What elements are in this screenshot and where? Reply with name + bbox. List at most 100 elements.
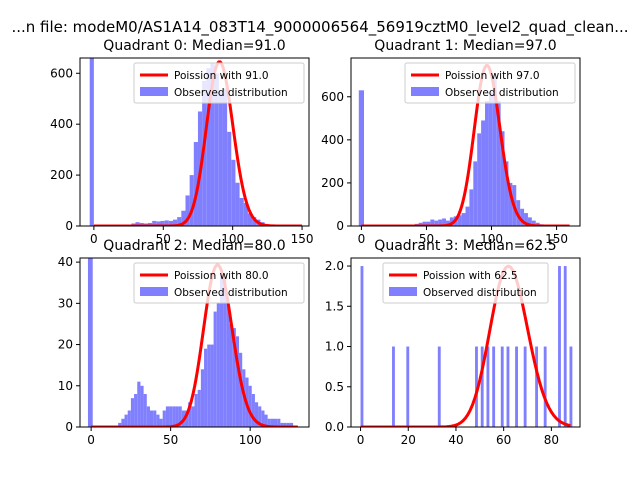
quadrant-3-hist-bar [535,346,539,427]
quadrant-1-hist-bar [422,221,427,226]
quadrant-1-y-tick-label: 400 [321,133,344,147]
quadrant-2-hist-bar [118,422,122,427]
quadrant-2-hist-bar [156,414,160,427]
quadrant-3-legend-curve-label: Poission with 62.5 [423,270,518,282]
quadrant-1-hist-bar [465,206,470,226]
quadrant-2-hist-bar [149,410,154,427]
quadrant-0-hist-bar [185,195,190,226]
quadrant-2-hist-bar [286,422,290,427]
quadrant-3-legend-hist-label: Observed distribution [423,287,537,299]
quadrant-3-hist-bar [492,346,496,427]
quadrant-1-hist-bar [426,221,431,226]
quadrant-2-legend: Poission with 80.0 Observed distribution [133,262,305,304]
quadrant-0-y-tick-label: 600 [50,66,73,80]
quadrant-2-hist-bar [127,410,131,427]
quadrant-2-y-tick-label: 10 [58,379,73,393]
quadrant-0-hist-bar [164,220,169,226]
quadrant-3-title: Quadrant 3: Median=62.5 [374,238,556,254]
quadrant-0-hist-bar [231,159,236,226]
quadrant-3-hist-bar [500,346,504,427]
quadrant-3-hist-bar [406,346,410,427]
quadrant-1-hist-bar [524,213,528,226]
quadrant-0-x-tick-label: 150 [291,232,314,246]
quadrant-2-hist-bar [87,258,93,427]
quadrant-2-hist-bar [229,323,233,427]
quadrant-1-legend-box [404,62,576,104]
quadrant-2-x-tick-label: 0 [87,433,95,447]
quadrant-3-hist-bar [360,266,364,427]
quadrant-3-hist-bar [543,346,547,427]
quadrant-2-hist-bar [280,422,284,427]
quadrant-1-hist-bar [434,220,439,226]
quadrant-2-hist-bar [210,344,214,427]
quadrant-2-hist-bar [146,406,150,427]
quadrant-2-hist-bar [200,369,205,427]
quadrant-2-x-tick-label: 50 [163,433,178,447]
quadrant-0-hist-bar [139,222,144,226]
quadrant-2-hist-bar [213,311,217,427]
quadrant-3-hist-bar [515,346,518,427]
quadrant-3-x-tick-label: 20 [401,433,416,447]
quadrant-2-legend-hist-swatch [140,287,168,296]
quadrant-1-hist-bar [508,182,513,226]
quadrant-2-hist-bar [172,406,176,427]
quadrant-2-hist-bar [289,422,294,427]
quadrant-2-hist-bar [137,381,141,427]
quadrant-3-legend-hist-swatch [389,287,417,296]
quadrant-2-poisson-curve [91,263,298,427]
quadrant-0-y-tick-label: 0 [65,219,73,233]
quadrant-3-hist-bar [392,346,395,427]
quadrant-1-hist-bar [500,131,505,226]
quadrant-3-x-tick-label: 0 [357,433,365,447]
quadrant-0-hist-bar [227,131,232,226]
quadrant-1-legend-curve-label: Poission with 97.0 [445,70,540,82]
quadrant-0-legend-box [133,62,305,104]
quadrant-2-legend-box [133,262,305,304]
quadrant-0-hist-bar [152,220,157,226]
quadrant-1-legend: Poission with 97.0 Observed distribution [404,62,576,104]
quadrant-1-legend-hist-swatch [411,87,439,96]
quadrant-1-hist-bar [469,189,474,226]
quadrant-3-hist-bar [506,346,510,427]
quadrant-1-hist-bar [477,133,482,226]
quadrant-0-hist-bar [181,210,186,226]
quadrant-3-x-tick-label: 40 [448,433,463,447]
quadrant-2-hist-bar [264,414,268,427]
quadrant-2-hist-bar [270,418,275,427]
quadrant-3-hist-bar [486,346,490,427]
quadrant-1-title: Quadrant 1: Median=97.0 [374,38,556,54]
quadrant-2-hist-bar [130,398,135,427]
quadrant-2-hist-bar [219,274,224,427]
quadrant-2-hist-bar [251,394,255,427]
quadrant-0-hist-bar [222,88,228,226]
quadrant-2-panel: Quadrant 2: Median=80.0 0 50 100010203040 … [58,238,310,447]
quadrant-0-x-tick-label: 100 [221,232,244,246]
quadrant-0-hist-bar [177,217,182,226]
quadrant-3-legend: Poission with 62.5 Observed distribution [382,262,549,304]
quadrant-1-x-tick-label: 150 [545,232,568,246]
quadrant-1-hist-bar [527,217,532,226]
quadrant-1-hist-bar [481,120,486,226]
quadrant-1-hist-bar [496,101,501,226]
quadrant-0-hist-bar [210,63,215,226]
quadrant-0-hist-bar [156,221,161,226]
quadrant-2-x-tick-label: 100 [239,433,262,447]
quadrant-2-hist-bar [121,418,125,427]
quadrant-0-hist-bar [239,198,244,226]
quadrant-0-hist-bar [218,91,223,226]
quadrant-2-hist-bar [178,406,182,427]
quadrant-2-hist-bar [254,402,259,427]
quadrant-0-plot-area: 0 50 100 150 0 200 400 600 [50,57,314,246]
quadrant-3-axes-frame [350,257,581,428]
quadrant-1-hist-bar [473,161,478,226]
quadrant-1-legend-hist-label: Observed distribution [445,87,559,99]
quadrant-0-hist-bar [247,213,253,226]
quadrant-0-hist-bar [135,222,140,226]
quadrant-2-hist-bar [184,410,189,427]
quadrant-1-hist-bar [520,208,525,226]
quadrant-2-hist-bar [261,410,265,427]
quadrant-2-title: Quadrant 2: Median=80.0 [103,238,285,254]
quadrant-2-hist-bar [239,352,243,427]
quadrant-0-hist-bar [89,58,94,226]
quadrant-3-y-tick-label: 2.0 [325,259,344,273]
